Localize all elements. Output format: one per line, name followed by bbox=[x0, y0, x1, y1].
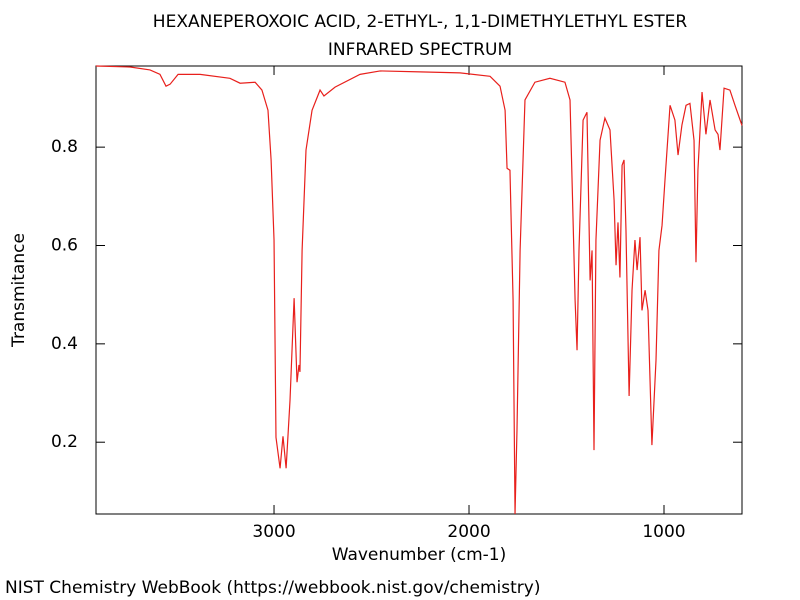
source-note: NIST Chemistry WebBook (https://webbook.… bbox=[5, 578, 540, 598]
y-tick-label: 0.8 bbox=[51, 137, 78, 157]
chart-title: HEXANEPEROXOIC ACID, 2-ETHYL-, 1,1-DIMET… bbox=[153, 12, 688, 32]
y-tick-label: 0.4 bbox=[51, 334, 78, 354]
y-tick-label: 0.2 bbox=[51, 432, 78, 452]
x-tick-label: 1000 bbox=[642, 522, 685, 542]
spectrum-line bbox=[95, 65, 743, 515]
x-tick-label: 3000 bbox=[252, 522, 295, 542]
x-axis-label: Wavenumber (cm-1) bbox=[332, 545, 507, 565]
plot-frame bbox=[95, 65, 743, 515]
y-tick-label: 0.6 bbox=[51, 235, 78, 255]
chart-subtitle: INFRARED SPECTRUM bbox=[328, 40, 512, 60]
x-tick-label: 2000 bbox=[447, 522, 490, 542]
y-axis-label: Transmitance bbox=[9, 233, 29, 348]
